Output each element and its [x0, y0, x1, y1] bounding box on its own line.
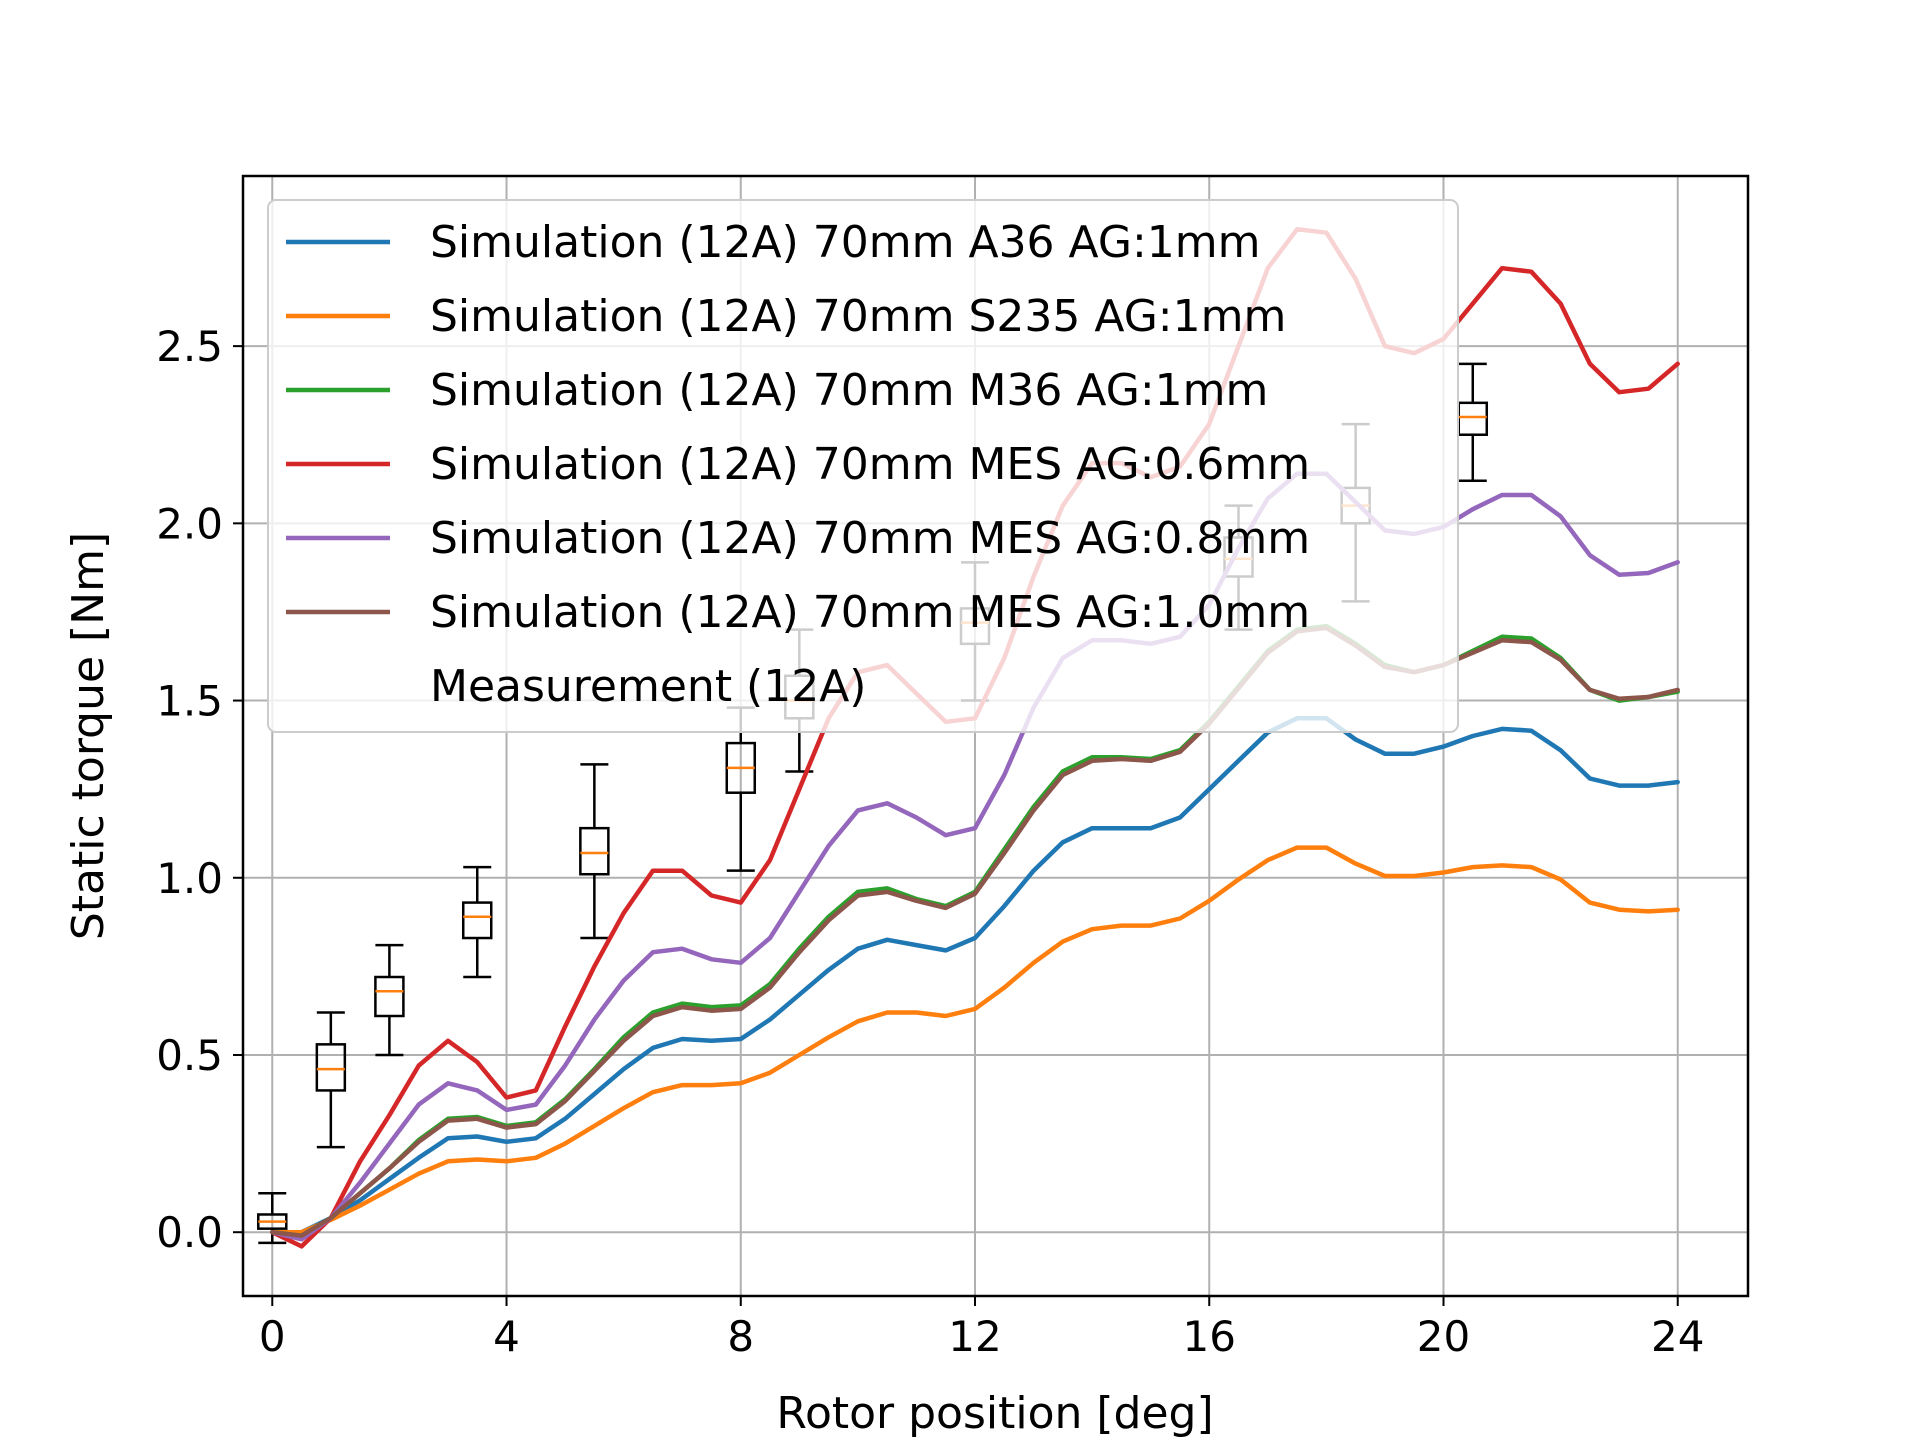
x-tick-label: 20 [1417, 1312, 1470, 1361]
legend-entry: Simulation (12A) 70mm MES AG:0.6mm [286, 439, 1310, 490]
x-tick-label: 8 [727, 1312, 754, 1361]
measurement-box [1457, 362, 1489, 483]
y-tick-label: 2.0 [156, 499, 223, 548]
x-axis-title: Rotor position [deg] [776, 1388, 1213, 1439]
y-tick-label: 1.5 [156, 677, 223, 726]
measurement-box [257, 1191, 288, 1245]
measurement-box [461, 865, 493, 979]
y-axis-title: Static torque [Nm] [63, 532, 114, 940]
x-tick-label: 24 [1651, 1312, 1704, 1361]
legend-entry: Simulation (12A) 70mm MES AG:1.0mm [286, 587, 1310, 638]
y-tick-label: 0.5 [156, 1031, 223, 1080]
legend-label: Simulation (12A) 70mm MES AG:0.6mm [430, 439, 1310, 490]
series-line [270, 716, 1680, 1235]
legend-entry: Measurement (12A) [430, 661, 866, 712]
legend-label: Simulation (12A) 70mm S235 AG:1mm [430, 291, 1286, 342]
y-axis-ticks: 0.0 0.5 1.0 1.5 2.0 2.5 [156, 322, 243, 1257]
legend-label: Simulation (12A) 70mm A36 AG:1mm [430, 217, 1261, 268]
measurement-box [579, 763, 610, 940]
x-tick-label: 4 [493, 1312, 520, 1361]
legend-label: Measurement (12A) [430, 661, 866, 712]
box-body [461, 901, 493, 940]
legend-label: Simulation (12A) 70mm MES AG:1.0mm [430, 587, 1310, 638]
y-tick-label: 1.0 [156, 854, 223, 903]
y-tick-label: 2.5 [156, 322, 223, 371]
legend-frame [267, 199, 1459, 733]
legend-label: Simulation (12A) 70mm MES AG:0.8mm [430, 513, 1310, 564]
y-tick-label: 0.0 [156, 1208, 223, 1257]
legend: Simulation (12A) 70mm A36 AG:1mm Simulati… [267, 199, 1459, 733]
legend-entry: Simulation (12A) 70mm S235 AG:1mm [286, 291, 1286, 342]
plot-frame [241, 174, 1750, 1298]
box-body [315, 1043, 347, 1092]
legend-entry: Simulation (12A) 70mm A36 AG:1mm [286, 217, 1261, 268]
measurement-box [374, 943, 405, 1057]
legend-label: Simulation (12A) 70mm M36 AG:1mm [430, 365, 1268, 416]
x-tick-label: 0 [259, 1312, 286, 1361]
x-axis-ticks: 0 4 8 12 16 20 24 [259, 1296, 1704, 1361]
box-body [579, 826, 610, 876]
legend-entry: Simulation (12A) 70mm MES AG:0.8mm [286, 513, 1310, 564]
legend-entry: Simulation (12A) 70mm M36 AG:1mm [286, 365, 1268, 416]
x-tick-label: 12 [948, 1312, 1001, 1361]
box-body [374, 975, 405, 1018]
x-tick-label: 16 [1183, 1312, 1236, 1361]
measurement-box [315, 1011, 347, 1149]
series-line [270, 845, 1680, 1235]
